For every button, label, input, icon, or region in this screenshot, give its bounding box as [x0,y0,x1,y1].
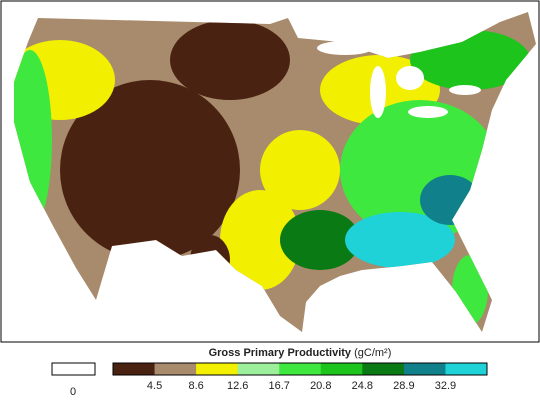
legend-swatch [403,363,446,375]
legend-swatch [196,363,239,375]
great-lakes [317,41,481,118]
legend: Gross Primary Productivity (gC/m²) 0 4.5… [51,347,488,398]
legend-break-label: 24.8 [352,380,373,392]
zero-swatch [51,362,96,376]
legend-break-label: 12.6 [227,380,248,392]
legend-title-text: Gross Primary Productivity [209,347,352,359]
legend-break-label: 16.7 [269,380,290,392]
legend-swatch [320,363,363,375]
legend-break-label: 28.9 [393,380,414,392]
legend-swatch [279,363,322,375]
zero-label: 0 [70,386,76,398]
legend-swatch [445,363,488,375]
legend-unit: (gC/m²) [354,347,391,359]
legend-title: Gross Primary Productivity (gC/m²) [209,347,392,359]
legend-break-label: 32.9 [435,380,456,392]
legend-break-label: 8.6 [188,380,203,392]
legend-break-label: 20.8 [310,380,331,392]
legend-swatch [237,363,280,375]
legend-swatch [113,363,156,375]
legend-bar-border [112,362,488,376]
legend-break-label: 4.5 [147,380,162,392]
legend-swatch [362,363,405,375]
legend-swatch [154,363,197,375]
